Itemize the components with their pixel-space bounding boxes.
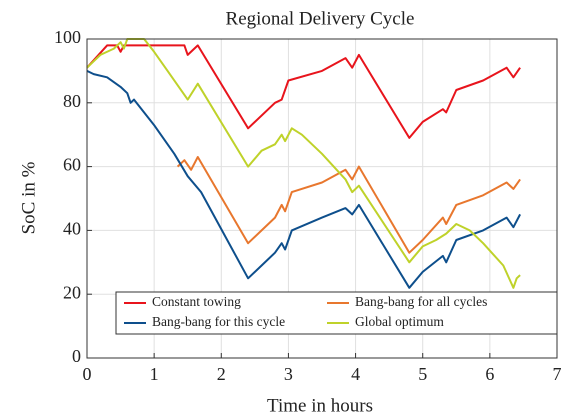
y-tick-label: 0	[72, 346, 81, 366]
y-tick-label: 100	[54, 27, 81, 47]
series-line	[86, 44, 521, 139]
x-tick-label: 7	[553, 364, 562, 384]
legend-label: Global optimum	[355, 314, 444, 329]
y-tick-label: 80	[63, 91, 81, 111]
legend-box	[115, 291, 558, 335]
legend-label: Bang-bang for this cycle	[152, 314, 285, 329]
y-tick-label: 20	[63, 282, 81, 302]
x-tick-label: 1	[150, 364, 159, 384]
x-tick-label: 4	[351, 364, 360, 384]
x-tick-label: 0	[83, 364, 92, 384]
x-tick-label: 6	[485, 364, 494, 384]
x-tick-label: 3	[284, 364, 293, 384]
legend-label: Constant towing	[152, 294, 241, 309]
x-axis-label: Time in hours	[267, 395, 373, 416]
y-tick-label: 60	[63, 155, 81, 175]
y-axis-label: SoC in %	[18, 161, 39, 234]
chart-title: Regional Delivery Cycle	[226, 8, 415, 29]
x-tick-label: 2	[217, 364, 226, 384]
series-line	[176, 156, 521, 254]
y-tick-label: 40	[63, 219, 81, 239]
plot-frame	[86, 38, 558, 359]
series-line	[86, 69, 521, 289]
x-tick-label: 5	[418, 364, 427, 384]
legend-label: Bang-bang for all cycles	[355, 294, 487, 309]
legend: Constant towing Bang-bang for all cycles B…	[115, 291, 558, 335]
